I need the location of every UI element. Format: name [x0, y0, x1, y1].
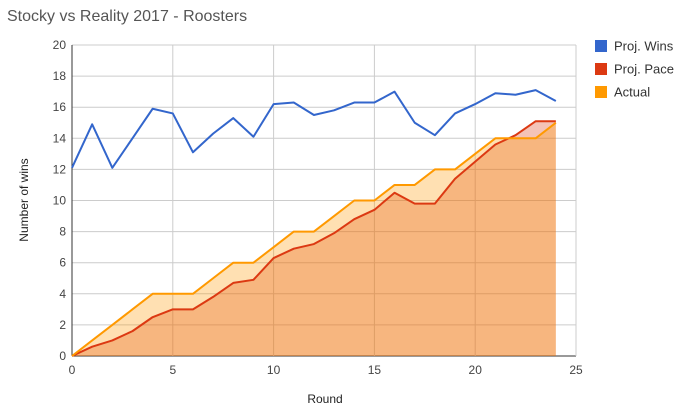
- x-tick-label: 20: [469, 363, 483, 377]
- axes: 0 2 4 6 8 10 12 14 16 18 20 0 5 10 15 20 25: [53, 38, 583, 377]
- y-tick-label: 12: [53, 162, 67, 176]
- legend-label: Proj. Pace: [614, 62, 674, 77]
- y-tick-label: 14: [53, 131, 67, 145]
- x-tick-label: 10: [267, 363, 281, 377]
- y-tick-label: 16: [53, 100, 67, 114]
- x-tick-label: 5: [169, 363, 176, 377]
- y-tick-label: 4: [59, 287, 66, 301]
- legend-swatch: [595, 40, 607, 52]
- y-tick-label: 6: [59, 256, 66, 270]
- y-tick-label: 18: [53, 69, 67, 83]
- series-lines: [71, 89, 557, 357]
- legend-swatch: [595, 86, 607, 98]
- legend-swatch: [595, 63, 607, 75]
- x-tick-label: 25: [569, 363, 583, 377]
- x-tick-label: 0: [69, 363, 76, 377]
- line-proj-wins: [71, 89, 557, 169]
- gridlines: [71, 44, 577, 357]
- y-tick-label: 20: [53, 38, 67, 52]
- y-tick-label: 10: [53, 194, 67, 208]
- series-areas: [72, 121, 556, 356]
- y-tick-label: 0: [59, 349, 66, 363]
- y-axis-title: Number of wins: [17, 158, 31, 241]
- legend: Proj. Wins Proj. Pace Actual: [595, 39, 674, 100]
- legend-label: Proj. Wins: [614, 39, 674, 54]
- y-tick-label: 2: [59, 318, 66, 332]
- line-actual: [71, 121, 557, 357]
- x-tick-label: 15: [368, 363, 382, 377]
- chart-title: Stocky vs Reality 2017 - Roosters: [7, 8, 247, 25]
- line-proj-pace: [71, 120, 556, 357]
- y-tick-label: 8: [59, 225, 66, 239]
- area-proj-pace: [72, 121, 556, 356]
- x-axis-title: Round: [307, 392, 342, 406]
- area-actual: [72, 122, 556, 356]
- legend-label: Actual: [614, 85, 650, 100]
